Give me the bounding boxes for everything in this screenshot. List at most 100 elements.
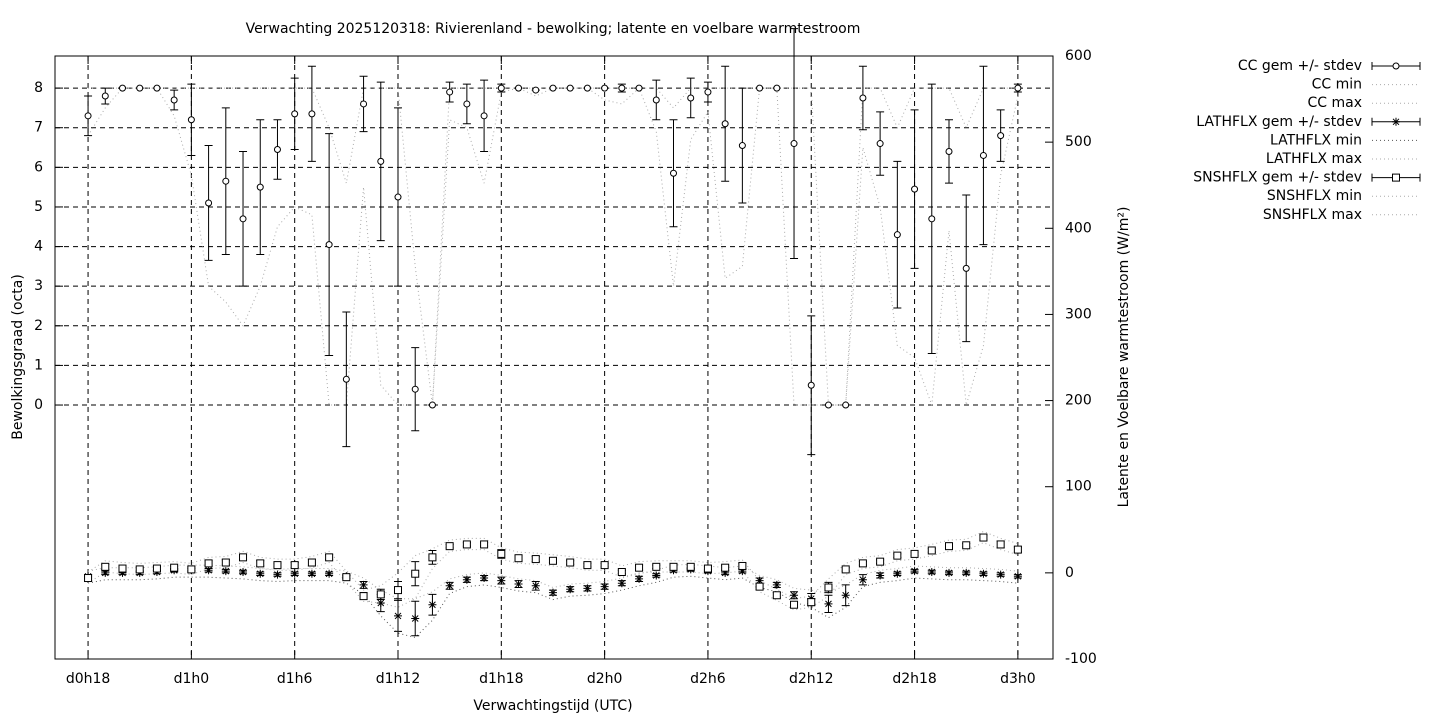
data-point [376,599,385,608]
data-point [876,557,885,566]
data-point [979,569,988,578]
data-point [721,563,730,572]
data-point [273,146,281,154]
y2-tick-label: 100 [1065,479,1092,495]
data-point [531,555,540,564]
data-point [497,84,505,92]
data-point [1014,84,1022,92]
legend-marker [1392,173,1400,182]
data-point [944,568,953,577]
data-point [893,551,902,560]
data-point [170,563,179,572]
data-point [549,84,557,92]
legend-label: LATHFLX min [1270,132,1362,148]
data-point [136,84,144,92]
data-point [617,567,626,576]
data-point [704,88,712,96]
data-point [290,569,299,578]
data-point [600,582,609,591]
data-point [858,575,867,584]
data-point [118,84,126,92]
data-point [773,84,781,92]
data-point [187,116,195,124]
data-point [738,142,746,150]
data-point [480,112,488,120]
data-point [996,570,1005,579]
data-point [703,564,712,573]
data-point [239,215,247,223]
y2-tick-label: 400 [1065,220,1092,236]
data-point [772,591,781,600]
x-axis-label: Verwachtingstijd (UTC) [473,698,632,714]
y2-tick-label: -100 [1065,651,1097,667]
y-tick-label: 1 [34,357,43,373]
data-point [755,576,764,585]
data-point [187,565,196,574]
y2-tick-label: 600 [1065,48,1092,64]
data-point [239,553,248,562]
data-point [221,558,230,567]
data-point [342,573,351,582]
data-point [222,177,230,185]
data-point [893,231,901,239]
y-tick-label: 2 [34,318,43,334]
data-point [1013,572,1022,581]
data-point [652,562,661,571]
data-point [996,540,1005,549]
data-point [428,600,437,609]
y-tick-label: 7 [34,120,43,136]
data-point [170,96,178,104]
data-point [307,569,316,578]
data-point [548,556,557,565]
data-point [756,84,764,92]
data-point [824,583,833,592]
data-point [514,554,523,563]
data-point [377,157,385,165]
data-point [583,584,592,593]
data-point [859,94,867,102]
data-point [497,549,506,558]
data-point [772,580,781,589]
data-point [221,567,230,576]
data-point [308,110,316,118]
data-point [669,169,677,177]
data-point [135,565,144,574]
data-point [944,542,953,551]
data-point [807,598,816,607]
data-point [152,564,161,573]
data-point [548,588,557,597]
data-point [204,566,213,575]
data-point [824,401,832,409]
data-point [84,574,93,583]
data-point [927,546,936,555]
data-point [635,574,644,583]
data-point [841,565,850,574]
data-point [411,569,420,578]
data-point [945,147,953,155]
range-line [87,530,1019,600]
data-point [618,84,626,92]
data-point [928,215,936,223]
data-point [256,559,265,568]
data-point [531,581,540,590]
data-point [790,591,799,600]
x-tick-label: d2h6 [690,671,726,687]
data-point [325,569,334,578]
data-point [515,84,523,92]
data-point [359,592,368,601]
data-point [876,140,884,148]
x-tick-label: d2h18 [892,671,936,687]
data-point [601,84,609,92]
data-point [979,151,987,159]
data-point [686,562,695,571]
data-point [480,574,489,583]
data-point [514,580,523,589]
data-point [721,120,729,128]
data-point [617,579,626,588]
legend-label: CC min [1312,77,1362,93]
data-point [910,567,919,576]
data-point [962,264,970,272]
data-point [394,193,402,201]
data-point [446,88,454,96]
data-point [428,401,436,409]
